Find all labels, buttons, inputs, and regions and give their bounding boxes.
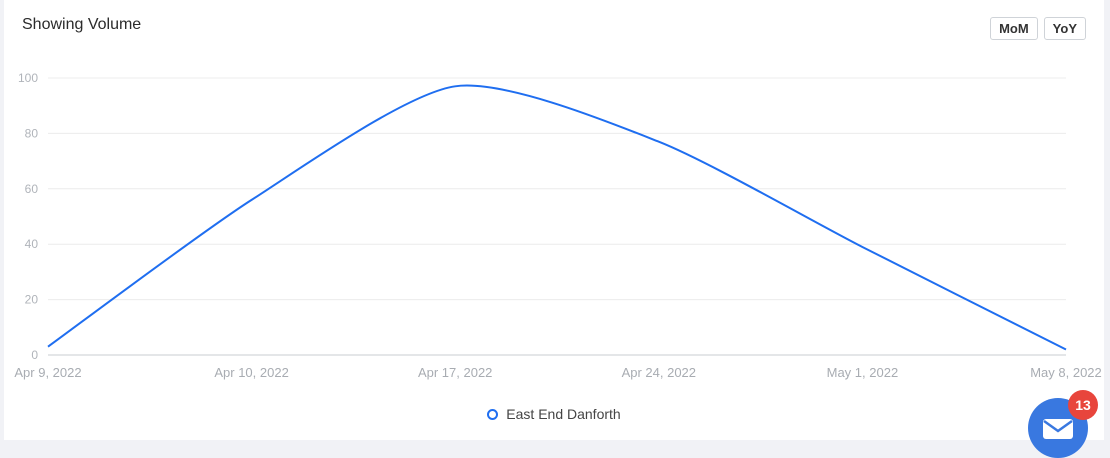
x-tick-label: Apr 24, 2022	[622, 365, 696, 380]
notification-badge: 13	[1068, 390, 1098, 420]
y-tick-label: 60	[25, 182, 39, 196]
x-tick-label: Apr 9, 2022	[14, 365, 81, 380]
line-chart: 0 20 40 60 80 100 Apr 9, 2022 Apr 10, 2022 Apr …	[14, 71, 1102, 380]
envelope-icon	[1043, 419, 1073, 439]
y-tick-label: 20	[25, 293, 39, 307]
chat-button[interactable]	[1028, 398, 1088, 458]
y-tick-label: 0	[31, 348, 38, 362]
legend-label: East End Danforth	[506, 406, 621, 422]
series-line	[47, 84, 1067, 351]
comparison-toggle-group: MoM YoY	[990, 17, 1086, 40]
y-tick-label: 40	[25, 237, 39, 251]
x-tick-label: May 1, 2022	[827, 365, 899, 380]
x-tick-label: Apr 10, 2022	[214, 365, 288, 380]
y-tick-label: 80	[25, 126, 39, 140]
y-tick-label: 100	[18, 71, 38, 85]
x-tick-label: May 8, 2022	[1030, 365, 1102, 380]
chart-card: Showing Volume MoM YoY 0 20 40 60 80 100 Apr …	[4, 0, 1104, 440]
mom-button[interactable]: MoM	[990, 17, 1038, 40]
x-tick-label: Apr 17, 2022	[418, 365, 492, 380]
chart-legend[interactable]: East End Danforth	[4, 406, 1104, 422]
chart-title: Showing Volume	[22, 16, 142, 33]
legend-marker-icon	[487, 408, 499, 420]
yoy-button[interactable]: YoY	[1043, 17, 1086, 40]
